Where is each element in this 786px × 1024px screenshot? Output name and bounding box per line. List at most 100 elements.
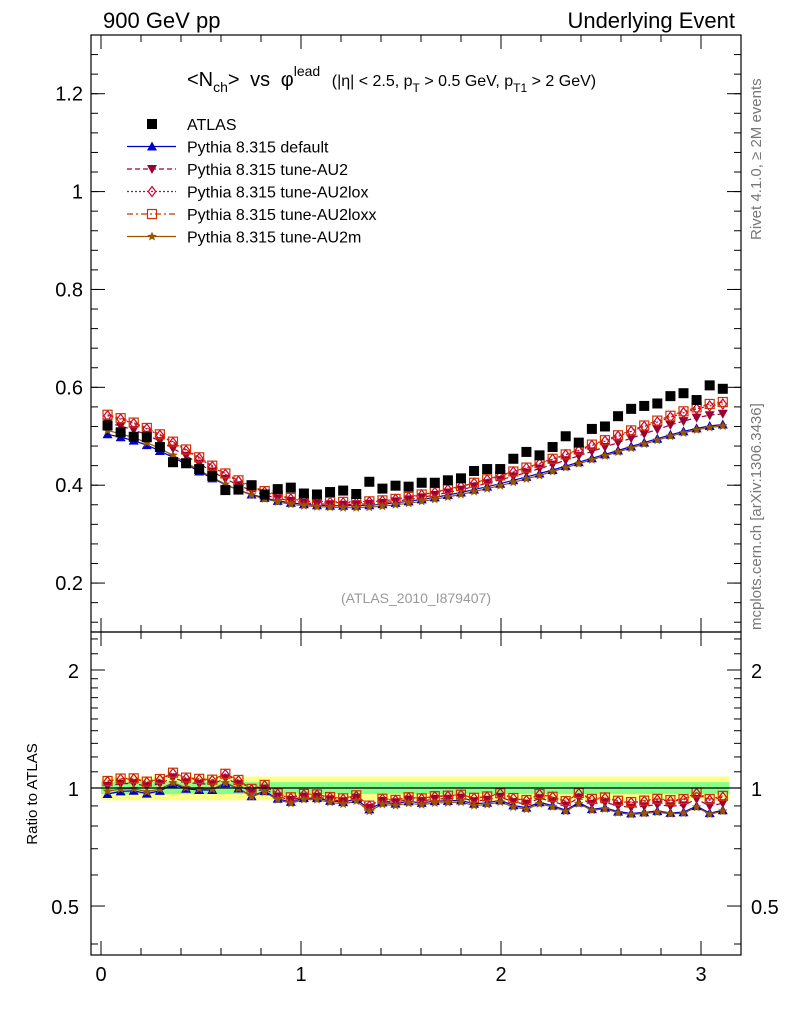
point-au2 — [639, 429, 650, 439]
ratio-point-au2lox — [679, 794, 688, 807]
point-au2m — [286, 499, 296, 509]
point-au2lox — [574, 444, 584, 457]
point-atlas — [233, 484, 244, 495]
ratio-point-au2loxx — [180, 772, 192, 783]
point-atlas — [259, 489, 270, 500]
point-au2loxx — [626, 425, 637, 436]
ratio-point-au2m — [678, 808, 689, 818]
point-au2lox — [535, 457, 545, 470]
point-au2m — [364, 502, 375, 512]
ratio-point-au2m — [482, 799, 492, 809]
legend-marker-au2lox — [147, 185, 157, 198]
point-au2lox — [168, 436, 178, 449]
ratio-point-au2m — [456, 797, 466, 807]
point-au2 — [717, 409, 728, 419]
ratio-point-au2m — [312, 794, 322, 804]
point-au2m — [273, 496, 283, 506]
ratio-point-au2m — [142, 786, 152, 796]
point-atlas — [181, 458, 192, 469]
ratio-point-au2m — [469, 800, 479, 810]
ratio-point-au2loxx — [534, 788, 545, 800]
ratio-frame — [90, 631, 742, 956]
ratio-point-au2loxx — [717, 790, 728, 801]
analysis-id: (ATLAS_2010_I879407) — [341, 590, 491, 606]
ratio-point-au2lox — [613, 795, 623, 808]
rivet-label: Rivet 4.1.0, ≥ 2M events — [748, 78, 765, 240]
ratio-point-au2m — [652, 807, 663, 817]
title-vs: vs — [250, 69, 270, 91]
ratio-point-au2m — [600, 803, 610, 813]
ratio-point-au2m — [325, 797, 335, 807]
ratio-point-au2m — [286, 798, 296, 808]
ratio-point-au2m — [521, 804, 532, 814]
title-cut-open: (|η| < 2.5, p — [332, 73, 413, 90]
point-au2lox — [561, 448, 571, 461]
point-au2m — [168, 450, 178, 460]
ratio-tick-label: 0.5 — [51, 897, 79, 919]
ratio-point-au2loxx — [599, 792, 611, 803]
ratio-point-au2 — [717, 799, 728, 809]
ratio-point-au2m — [691, 802, 702, 812]
legend-label-au2: Pythia 8.315 tune-AU2 — [187, 162, 348, 179]
point-au2m — [338, 502, 348, 512]
point-atlas — [455, 473, 466, 484]
ratio-point-au2loxx — [167, 767, 179, 778]
main-series-layer — [102, 380, 728, 512]
x-tick-label: 1 — [295, 964, 306, 986]
ratio-point-au2m — [168, 777, 178, 787]
title-phi-sup: lead — [294, 63, 320, 79]
point-au2m — [613, 446, 623, 456]
legend-label-au2m: Pythia 8.315 tune-AU2m — [187, 230, 361, 247]
ratio-tick-label-right: 2 — [751, 661, 762, 683]
point-au2m — [482, 483, 492, 493]
x-tick-label: 3 — [695, 964, 706, 986]
point-atlas — [364, 476, 375, 487]
y-tick-label: 0.4 — [55, 475, 83, 497]
ratio-point-au2loxx — [141, 776, 152, 787]
header-topic: Underlying Event — [567, 8, 735, 33]
point-atlas — [482, 464, 493, 475]
point-atlas — [298, 488, 309, 499]
ratio-point-au2lox — [692, 787, 702, 800]
point-atlas — [154, 442, 165, 453]
ratio-point-au2m — [430, 797, 440, 807]
legend-label-au2lox: Pythia 8.315 tune-AU2lox — [187, 185, 368, 202]
point-au2 — [704, 411, 715, 421]
point-au2m — [560, 462, 571, 472]
ratio-tick-label-right: 0.5 — [751, 897, 779, 919]
series-line-au2loxx — [107, 401, 723, 503]
point-au2lox — [116, 413, 126, 426]
point-atlas — [626, 403, 637, 414]
point-atlas — [639, 400, 650, 411]
point-au2m — [325, 502, 335, 512]
point-au2lox — [639, 420, 649, 433]
ratio-point-au2m — [416, 799, 427, 809]
point-au2 — [613, 438, 624, 448]
ratio-point-au2lox — [665, 795, 675, 808]
ratio-point-au2m — [181, 782, 191, 792]
point-au2lox — [718, 397, 728, 410]
point-au2m — [403, 498, 414, 508]
point-au2loxx — [717, 396, 728, 408]
ratio-point-au2m — [534, 798, 545, 808]
point-atlas — [613, 411, 624, 422]
ratio-point-au2m — [574, 798, 584, 808]
ratio-point-au2m — [338, 799, 348, 809]
point-default — [102, 429, 113, 439]
point-au2loxx — [547, 453, 558, 464]
ratio-point-au2m — [547, 801, 558, 811]
point-au2loxx — [115, 413, 126, 424]
point-atlas — [469, 466, 480, 477]
point-atlas — [338, 485, 349, 496]
point-au2m — [574, 458, 584, 468]
title-phi: φ — [281, 69, 294, 91]
point-au2m — [390, 499, 401, 509]
ratio-point-au2lox — [587, 793, 597, 806]
point-au2loxx — [586, 439, 597, 450]
ratio-point-au2loxx — [678, 793, 689, 805]
title-nch-sub: ch — [213, 79, 228, 95]
point-au2m — [639, 439, 649, 449]
point-atlas — [652, 398, 663, 409]
ratio-point-au2m — [364, 806, 375, 816]
